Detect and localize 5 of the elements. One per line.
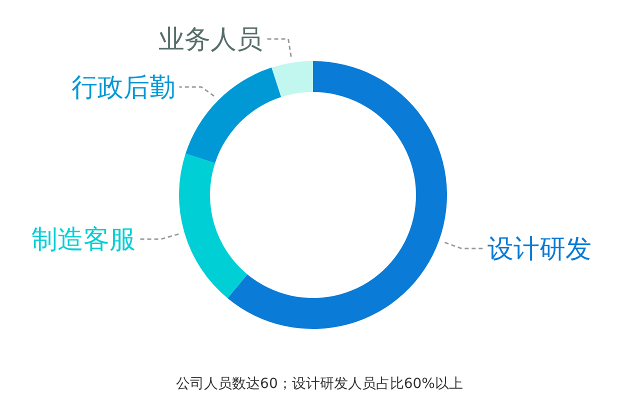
slice-label: 设计研发 (488, 234, 592, 265)
slice-label: 业务人员 (158, 24, 262, 55)
slice-label: 行政后勤 (71, 72, 176, 103)
slice-label: 制造客服 (31, 225, 136, 256)
text: 公司人员数达60；设计研发人员占比60%以上 (176, 376, 463, 392)
